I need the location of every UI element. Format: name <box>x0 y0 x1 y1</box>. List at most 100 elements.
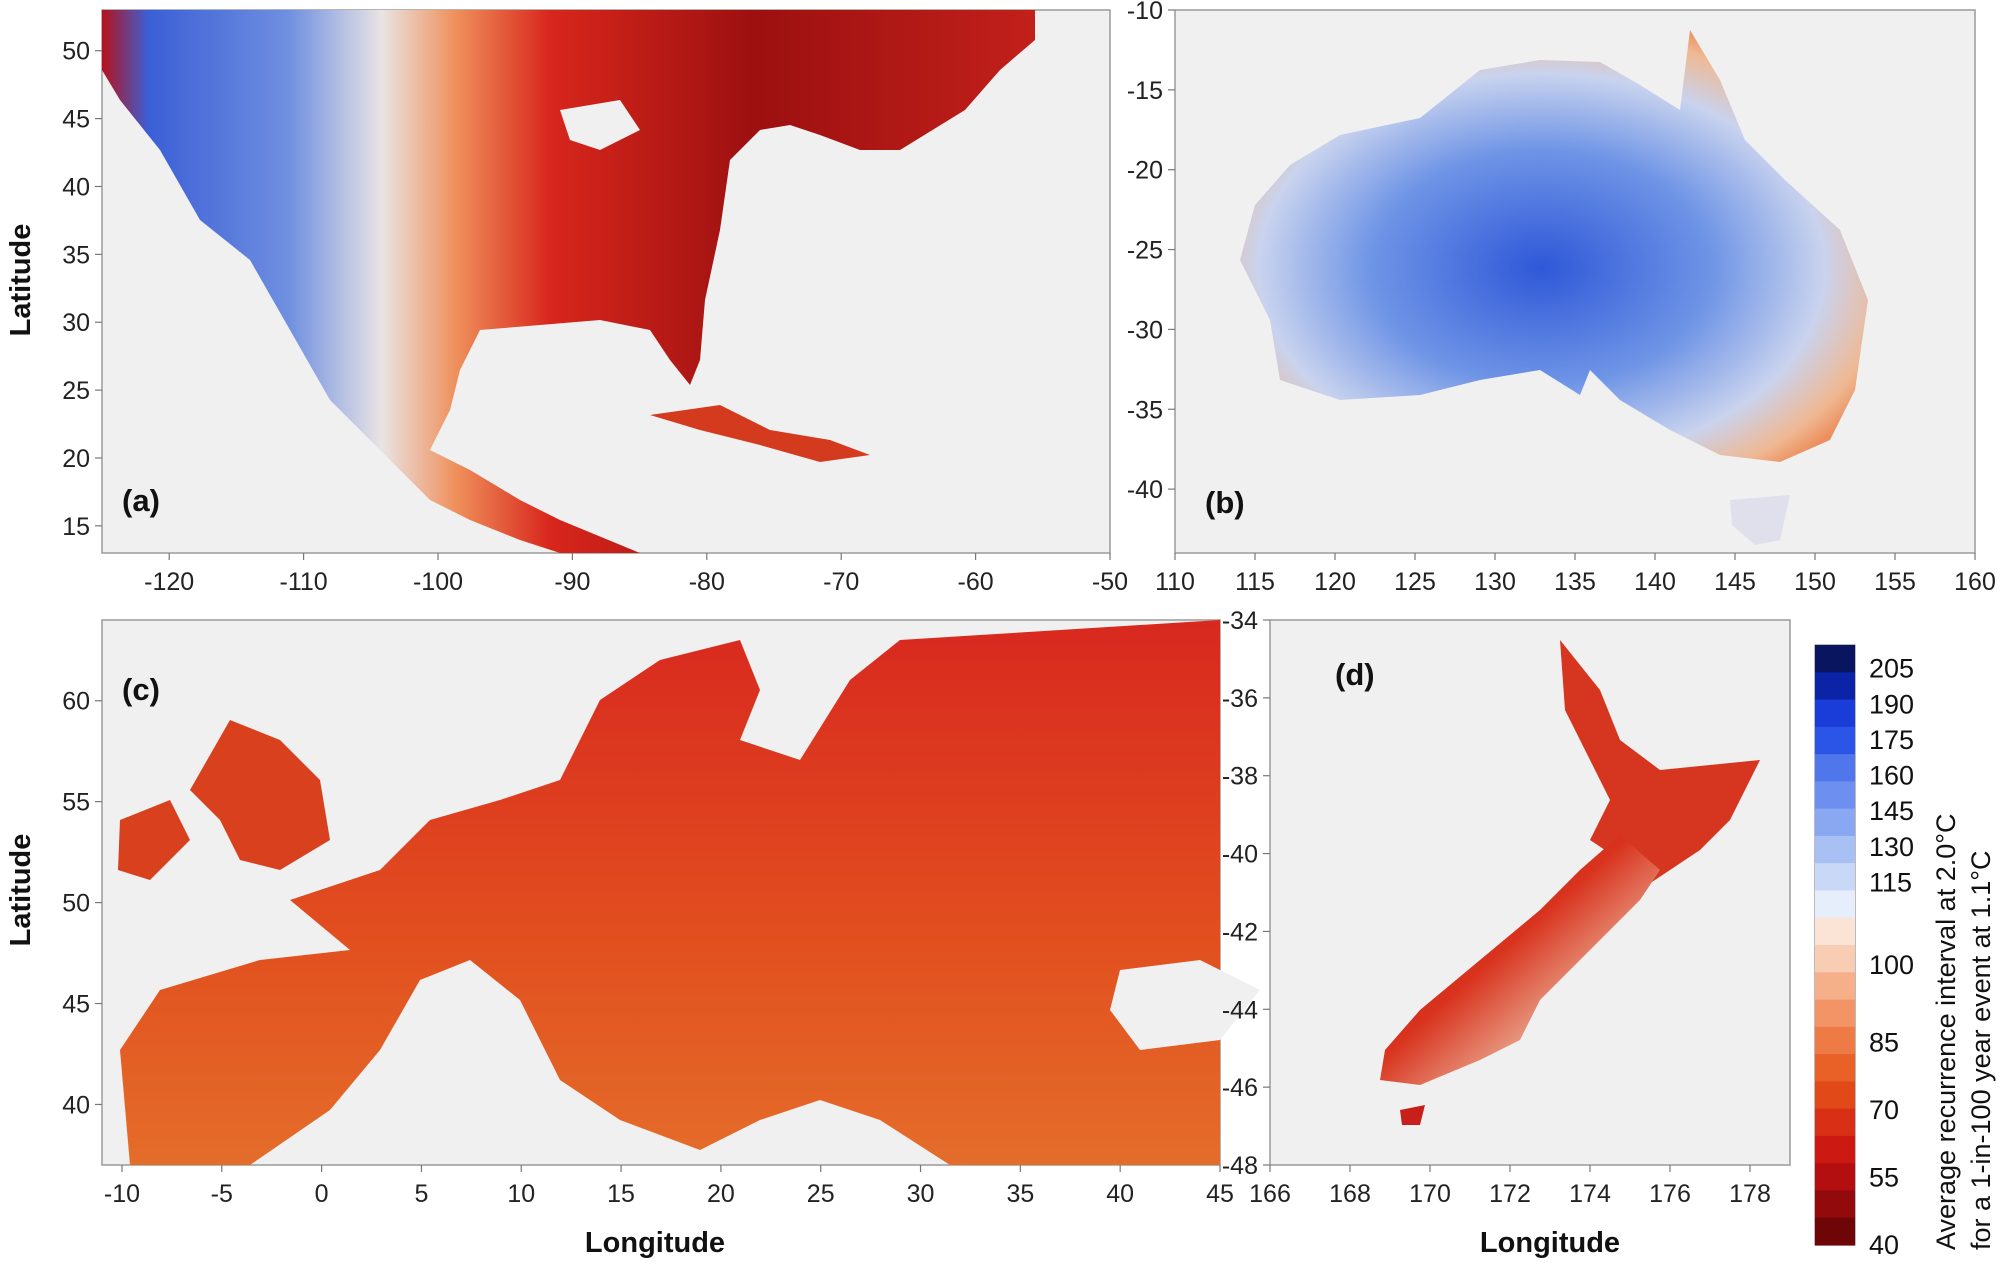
south-island <box>1380 835 1660 1085</box>
y-tick-label-b: -30 <box>1127 316 1163 344</box>
x-tick-label-c: 5 <box>414 1180 428 1208</box>
y-tick-label-b: -10 <box>1127 0 1163 25</box>
y-tick-label-c: 45 <box>62 991 90 1019</box>
colorbar: 205 190 175 160 145 130 115 100 85 70 55 40 Average… <box>1814 644 1996 1260</box>
y-tick-label-a: 25 <box>62 377 90 405</box>
x-tick-label-c: 40 <box>1106 1180 1134 1208</box>
x-tick-label-a: -110 <box>280 568 328 596</box>
x-tick-label-b: 130 <box>1474 568 1516 596</box>
y-tick-label-c: 55 <box>62 789 90 817</box>
panel-label-b: (b) <box>1205 485 1245 520</box>
colorbar-tick-label: 115 <box>1869 867 1912 897</box>
y-tick-label-d: -38 <box>1222 763 1258 791</box>
colorbar-tick-label: 85 <box>1869 1028 1899 1058</box>
x-axis-label-left: Longitude <box>585 1227 725 1259</box>
x-tick-label-c: -10 <box>104 1180 140 1208</box>
x-tick-label-b: 155 <box>1874 568 1916 596</box>
y-axis-label-top: Latitude <box>5 224 37 337</box>
black-sea <box>1110 960 1260 1050</box>
x-tick-label-d: 168 <box>1329 1180 1371 1208</box>
y-tick-label-d: -46 <box>1222 1074 1258 1102</box>
y-tick-label-d: -44 <box>1222 996 1258 1024</box>
y-tick-label-c: 60 <box>62 688 90 716</box>
y-tick-label-a: 20 <box>62 445 90 473</box>
australia-landmass <box>1240 30 1868 462</box>
x-tick-label-d: 172 <box>1489 1180 1531 1208</box>
colorbar-block <box>1815 754 1855 782</box>
colorbar-block <box>1815 699 1855 728</box>
panel-d-frame <box>1269 619 1791 1166</box>
x-tick-label-c: 15 <box>607 1180 635 1208</box>
x-tick-label-a: -90 <box>554 568 590 596</box>
x-tick-label-c: 30 <box>907 1180 935 1208</box>
colorbar-block <box>1815 917 1855 946</box>
colorbar-block <box>1815 1163 1855 1192</box>
colorbar-block <box>1815 972 1855 1001</box>
y-tick-label-d: -34 <box>1222 607 1258 635</box>
x-tick-label-d: 170 <box>1409 1180 1451 1208</box>
y-tick-label-b: -15 <box>1127 77 1163 105</box>
colorbar-block <box>1815 945 1855 973</box>
colorbar-tick-label: 190 <box>1869 689 1914 719</box>
x-tick-label-b: 125 <box>1394 568 1436 596</box>
x-tick-label-a: -60 <box>958 568 994 596</box>
x-tick-label-b: 120 <box>1314 568 1356 596</box>
x-tick-label-d: 166 <box>1249 1180 1291 1208</box>
y-tick-label-d: -42 <box>1222 918 1258 946</box>
x-tick-label-b: 140 <box>1634 568 1676 596</box>
ireland <box>118 800 190 880</box>
panel-label-a: (a) <box>122 483 160 518</box>
x-tick-label-a: -70 <box>823 568 859 596</box>
colorbar-block <box>1815 1081 1855 1110</box>
europe-landmass <box>120 620 1220 1165</box>
colorbar-block <box>1815 1190 1855 1219</box>
colorbar-block <box>1815 808 1855 837</box>
panel-b <box>1174 9 1976 554</box>
x-tick-label-c: -5 <box>211 1180 233 1208</box>
colorbar-block <box>1815 835 1855 864</box>
x-tick-label-a: -100 <box>413 568 463 596</box>
x-tick-label-b: 115 <box>1235 568 1275 596</box>
colorbar-block <box>1815 863 1855 892</box>
panel-label-d: (d) <box>1335 657 1375 692</box>
x-tick-label-d: 178 <box>1729 1180 1771 1208</box>
colorbar-block <box>1815 672 1855 701</box>
x-tick-label-c: 0 <box>315 1180 329 1208</box>
colorbar-tick-label: 70 <box>1869 1095 1899 1125</box>
y-tick-label-a: 15 <box>62 513 90 541</box>
colorbar-tick-label: 175 <box>1869 725 1914 755</box>
colorbar-title-line2: for a 1-in-100 year event at 1.1°C <box>1966 850 1996 1250</box>
colorbar-block <box>1815 1108 1855 1137</box>
tasmania <box>1730 495 1790 545</box>
colorbar-title-line1: Average recurrence interval at 2.0°C <box>1931 813 1961 1250</box>
colorbar-tick-label: 40 <box>1869 1230 1899 1260</box>
x-tick-label-d: 174 <box>1569 1180 1611 1208</box>
x-tick-label-a: -50 <box>1092 568 1128 596</box>
panel-d <box>1269 619 1791 1166</box>
north-island <box>1560 640 1760 890</box>
x-tick-label-a: -120 <box>144 568 194 596</box>
colorbar-block <box>1815 999 1855 1028</box>
x-tick-label-b: 160 <box>1954 568 1996 596</box>
great-lakes <box>560 100 640 150</box>
stewart-island <box>1400 1105 1425 1125</box>
y-tick-label-b: -35 <box>1127 396 1163 424</box>
y-tick-label-a: 45 <box>62 106 90 134</box>
y-tick-label-b: -25 <box>1127 237 1163 265</box>
x-tick-label-b: 110 <box>1155 568 1195 596</box>
y-tick-label-a: 30 <box>62 309 90 337</box>
y-tick-label-c: 50 <box>62 890 90 918</box>
colorbar-block <box>1815 1217 1855 1246</box>
x-tick-label-d: 176 <box>1649 1180 1691 1208</box>
colorbar-tick-label: 55 <box>1869 1163 1899 1193</box>
colorbar-block <box>1815 890 1855 919</box>
colorbar-tick-label: 100 <box>1869 950 1914 980</box>
colorbar-block <box>1815 1054 1855 1082</box>
panel-label-c: (c) <box>122 672 160 707</box>
colorbar-block <box>1815 645 1855 673</box>
y-tick-label-d: -48 <box>1222 1152 1258 1180</box>
panel-c <box>101 619 1260 1166</box>
x-tick-label-b: 135 <box>1554 568 1596 596</box>
cuba-caribbean <box>650 405 870 462</box>
